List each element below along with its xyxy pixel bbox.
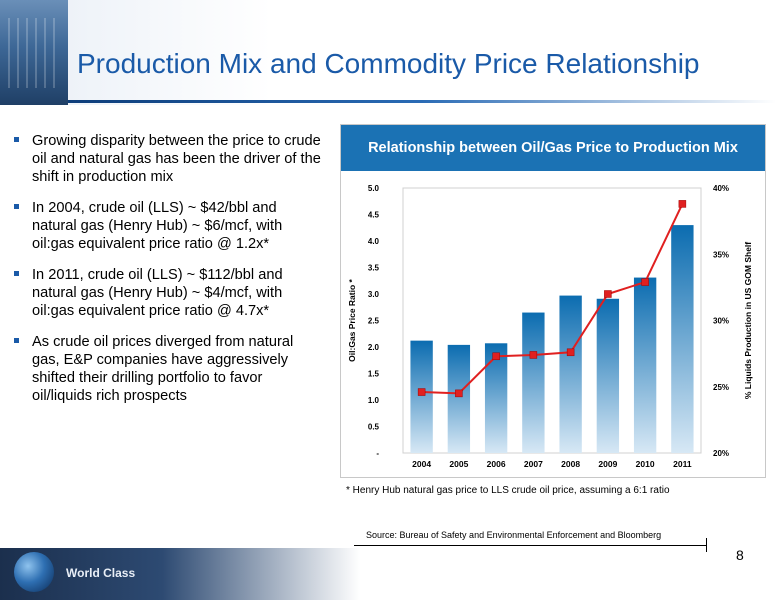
bar <box>633 277 657 453</box>
y-tick-label: 1.5 <box>368 370 380 379</box>
globe-logo-icon <box>14 552 54 592</box>
line-marker <box>492 352 500 361</box>
x-tick-label: 2008 <box>561 459 580 469</box>
chart-panel: Relationship between Oil/Gas Price to Pr… <box>340 124 766 478</box>
bullet-item: Growing disparity between the price to c… <box>14 132 324 186</box>
y2-tick-label: 25% <box>713 383 729 392</box>
bar <box>522 312 545 453</box>
y-tick-label: 3.5 <box>368 264 380 273</box>
y-tick-label: 5.0 <box>368 184 380 193</box>
bullet-item: As crude oil prices diverged from natura… <box>14 333 324 405</box>
y2-tick-label: 20% <box>713 449 729 458</box>
y-tick-label: 0.5 <box>368 423 380 432</box>
y-tick-label: 4.5 <box>368 211 380 220</box>
footer-divider <box>354 545 706 546</box>
line-marker <box>641 278 649 286</box>
line-marker <box>566 348 575 357</box>
line-marker <box>529 351 538 359</box>
bar <box>596 298 620 453</box>
footer-divider-tick <box>706 538 707 552</box>
line-marker <box>604 290 612 298</box>
footer-band <box>0 548 360 600</box>
bullet-item: In 2011, crude oil (LLS) ~ $112/bbl and … <box>14 266 324 320</box>
bullet-text: As crude oil prices diverged from natura… <box>32 334 294 404</box>
series-line <box>421 203 684 395</box>
bar <box>671 225 694 453</box>
footer-brand: World Class <box>66 566 136 580</box>
y-axis-title: Oil:Gas Price Ratio * <box>347 278 357 361</box>
y-tick-label: 2.0 <box>368 343 380 352</box>
bullet-square-icon <box>14 204 19 209</box>
chart-footnote: * Henry Hub natural gas price to LLS cru… <box>346 485 670 496</box>
plot-area <box>402 187 702 454</box>
bullet-square-icon <box>14 271 19 276</box>
bullet-item: In 2004, crude oil (LLS) ~ $42/bbl and n… <box>14 199 324 253</box>
header-divider <box>68 100 776 103</box>
page-number: 8 <box>736 547 744 563</box>
x-tick-label: 2004 <box>412 459 431 469</box>
bullet-text: In 2004, crude oil (LLS) ~ $42/bbl and n… <box>32 200 283 252</box>
y-tick-label: 2.5 <box>368 317 380 326</box>
bar <box>447 344 471 453</box>
source-note: Source: Bureau of Safety and Environment… <box>366 530 662 540</box>
bullet-list: Growing disparity between the price to c… <box>14 132 324 418</box>
combo-chart: - 0.5 1.0 1.5 2.0 2.5 3.0 3.5 4.0 4.5 5.0 20% 25% 30%… <box>347 184 753 469</box>
x-tick-label: 2011 <box>673 459 692 469</box>
chart-title: Relationship between Oil/Gas Price to Pr… <box>341 125 765 171</box>
y-tick-label: 1.0 <box>368 396 380 405</box>
y2-tick-label: 30% <box>713 317 729 326</box>
bar <box>559 295 582 453</box>
line-marker <box>678 200 687 208</box>
x-tick-label: 2005 <box>449 459 468 469</box>
line-marker <box>417 388 426 396</box>
y2-tick-label: 35% <box>713 250 729 259</box>
x-tick-label: 2010 <box>636 459 655 469</box>
slide-title: Production Mix and Commodity Price Relat… <box>77 48 700 79</box>
offshore-rig-photo <box>0 0 68 105</box>
bar <box>410 340 433 453</box>
y2-tick-label: 40% <box>713 184 729 193</box>
x-tick-label: 2007 <box>524 459 543 469</box>
y2-axis-title: % Liquids Production in US GOM Shelf <box>743 242 753 399</box>
y-tick-label: 3.0 <box>368 290 380 299</box>
bar <box>484 343 508 453</box>
slide-header <box>0 0 776 105</box>
y-tick-label: - <box>376 449 379 458</box>
x-tick-label: 2009 <box>598 459 617 469</box>
bullet-text: In 2011, crude oil (LLS) ~ $112/bbl and … <box>32 267 283 319</box>
x-tick-label: 2006 <box>487 459 506 469</box>
line-marker <box>455 389 463 398</box>
bullet-text: Growing disparity between the price to c… <box>32 133 321 185</box>
y-tick-label: 4.0 <box>368 237 380 246</box>
bullet-square-icon <box>14 338 19 343</box>
bullet-square-icon <box>14 137 19 142</box>
